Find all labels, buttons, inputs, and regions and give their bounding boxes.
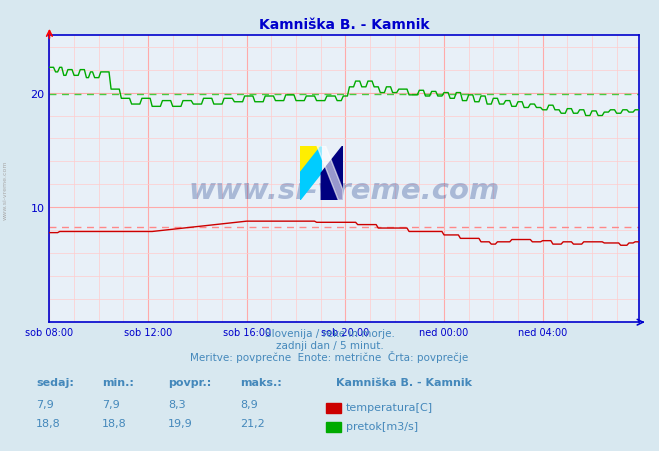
Text: min.:: min.: [102, 377, 134, 387]
Text: www.si-vreme.com: www.si-vreme.com [188, 177, 500, 205]
Text: Kamniška B. - Kamnik: Kamniška B. - Kamnik [336, 377, 472, 387]
Text: Meritve: povprečne  Enote: metrične  Črta: povprečje: Meritve: povprečne Enote: metrične Črta:… [190, 350, 469, 362]
Polygon shape [317, 147, 343, 201]
Text: 18,8: 18,8 [102, 418, 127, 428]
Text: pretok[m3/s]: pretok[m3/s] [346, 421, 418, 431]
Text: 8,9: 8,9 [241, 399, 258, 409]
Text: 19,9: 19,9 [168, 418, 193, 428]
Text: temperatura[C]: temperatura[C] [346, 402, 433, 412]
Title: Kamniška B. - Kamnik: Kamniška B. - Kamnik [259, 18, 430, 32]
Text: 18,8: 18,8 [36, 418, 61, 428]
Text: povpr.:: povpr.: [168, 377, 212, 387]
Text: sedaj:: sedaj: [36, 377, 74, 387]
Text: 7,9: 7,9 [102, 399, 120, 409]
Text: maks.:: maks.: [241, 377, 282, 387]
Text: zadnji dan / 5 minut.: zadnji dan / 5 minut. [275, 340, 384, 350]
Text: Slovenija / reke in morje.: Slovenija / reke in morje. [264, 328, 395, 338]
Text: 7,9: 7,9 [36, 399, 54, 409]
Text: 21,2: 21,2 [241, 418, 266, 428]
Polygon shape [322, 147, 343, 201]
Text: www.si-vreme.com: www.si-vreme.com [3, 160, 8, 219]
Text: 8,3: 8,3 [168, 399, 186, 409]
Polygon shape [300, 147, 322, 174]
Polygon shape [300, 147, 322, 201]
